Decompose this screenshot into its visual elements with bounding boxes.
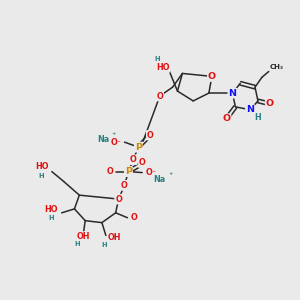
Text: ⁺: ⁺ [112, 131, 116, 140]
Text: ⁺: ⁺ [168, 171, 173, 180]
Text: Na: Na [97, 135, 109, 144]
Text: P: P [125, 167, 132, 176]
Text: OH: OH [76, 232, 90, 241]
Text: O: O [121, 181, 128, 190]
Text: H: H [101, 242, 107, 248]
Text: O: O [115, 195, 122, 204]
Text: P: P [125, 167, 132, 176]
Text: O: O [208, 72, 216, 81]
Text: O: O [121, 181, 128, 190]
Text: O: O [208, 72, 216, 81]
Text: H: H [38, 172, 44, 178]
Text: O: O [156, 92, 163, 100]
Text: O: O [115, 195, 122, 204]
Text: CH₃: CH₃ [270, 64, 284, 70]
Text: H: H [75, 241, 80, 247]
Text: O⁻: O⁻ [146, 168, 157, 177]
Text: N: N [246, 105, 254, 114]
Text: OH: OH [108, 233, 121, 242]
Text: O: O [156, 92, 163, 100]
Text: O: O [139, 158, 146, 167]
Text: O: O [266, 99, 274, 108]
Text: HO: HO [35, 162, 49, 171]
Text: O: O [130, 155, 137, 164]
Text: Na: Na [154, 175, 166, 184]
Text: O: O [130, 155, 137, 164]
Text: N: N [228, 88, 236, 98]
Text: O: O [147, 131, 153, 140]
Text: H: H [154, 56, 160, 62]
Text: N: N [228, 88, 236, 98]
Text: H: H [48, 215, 54, 221]
Text: N: N [246, 105, 254, 114]
Text: P: P [135, 142, 142, 152]
Text: HO: HO [44, 206, 58, 214]
Text: O: O [130, 213, 137, 222]
Text: H: H [255, 113, 261, 122]
Text: O: O [223, 114, 231, 123]
Text: O: O [107, 167, 114, 176]
Text: P: P [135, 142, 142, 152]
Text: HO: HO [156, 63, 169, 72]
Text: O⁻: O⁻ [110, 138, 122, 147]
